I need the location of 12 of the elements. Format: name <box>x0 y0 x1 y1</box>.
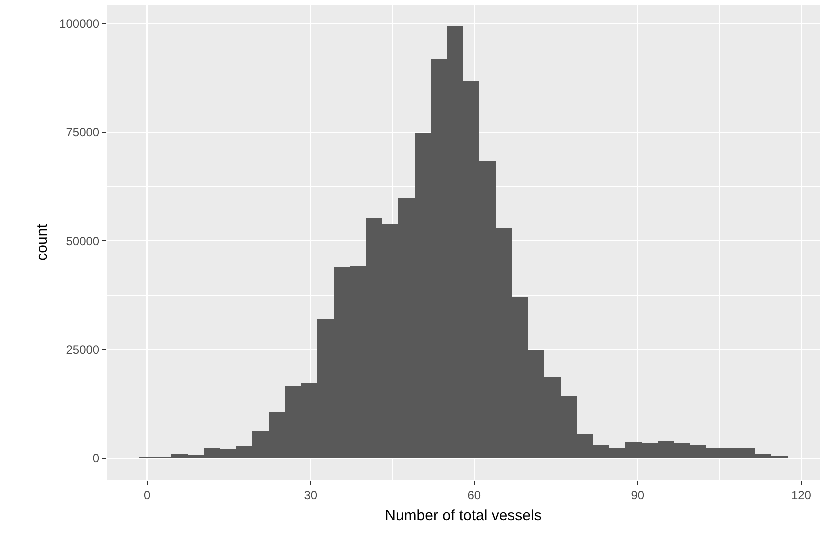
x-tick-label: 0 <box>144 488 151 502</box>
y-axis-title: count <box>34 223 51 261</box>
x-tick-label: 120 <box>791 488 812 502</box>
y-tick-label: 25000 <box>66 342 100 357</box>
x-tick-label: 60 <box>468 488 482 502</box>
y-tick-label: 100000 <box>60 17 100 32</box>
x-axis-title: Number of total vessels <box>385 507 542 524</box>
y-tick-label: 0 <box>92 452 100 466</box>
y-tick-label: 50000 <box>66 234 100 248</box>
x-tick-label: 30 <box>304 488 318 502</box>
y-tick-label: 75000 <box>66 126 100 140</box>
x-tick-label: 90 <box>631 488 645 502</box>
